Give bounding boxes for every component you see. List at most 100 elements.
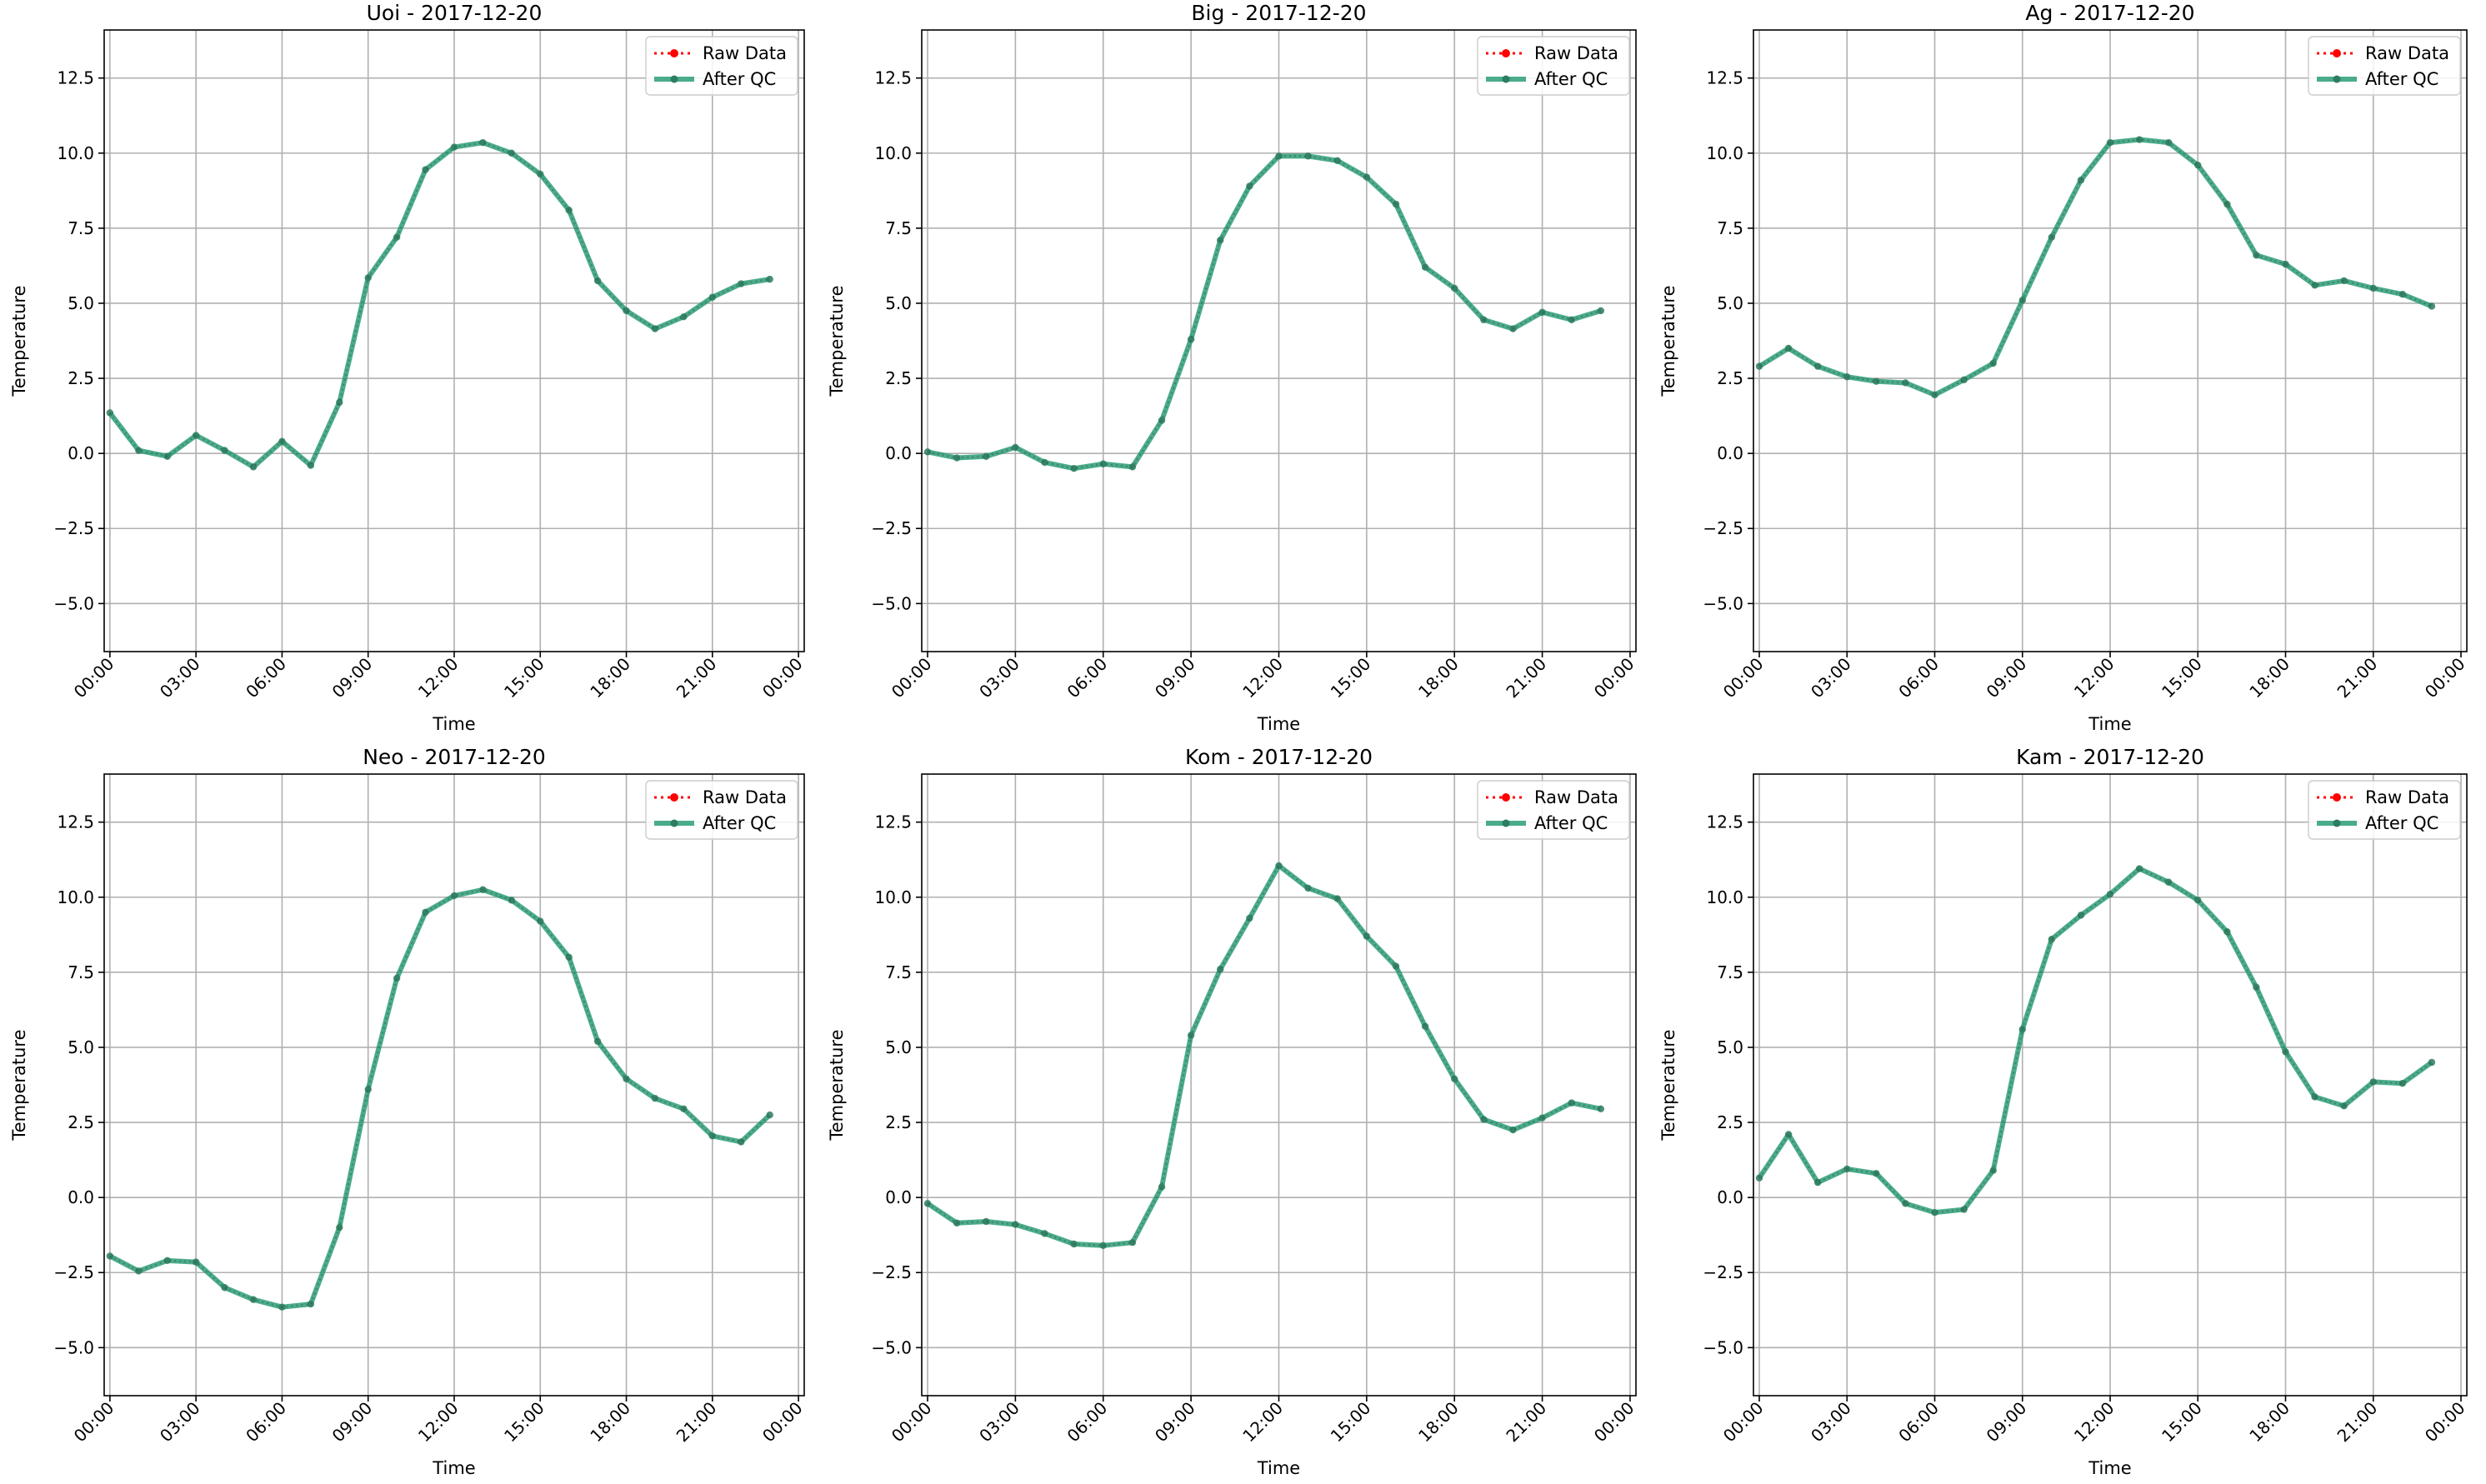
y-tick-label: −5.0 bbox=[871, 593, 912, 613]
y-tick-label: 2.5 bbox=[1717, 368, 1743, 388]
data-point-after-qc bbox=[953, 1219, 961, 1227]
x-tick-label: 00:00 bbox=[758, 1398, 807, 1447]
data-point-after-qc bbox=[106, 409, 114, 417]
y-tick-label: −5.0 bbox=[1703, 593, 1743, 613]
data-point-after-qc bbox=[1333, 895, 1341, 902]
data-point-after-qc bbox=[479, 138, 487, 147]
x-tick-label: 18:00 bbox=[1414, 1398, 1463, 1447]
panel-4: −5.0 −2.5 0.0 2.5 5.0 7.5 10.0 12.5 00:00 03:00 06… bbox=[9, 745, 807, 1478]
data-point-after-qc bbox=[508, 897, 516, 904]
data-point-after-qc bbox=[1217, 237, 1224, 244]
y-tick-label: −5.0 bbox=[1703, 1337, 1743, 1357]
x-tick-label: 12:00 bbox=[1238, 654, 1287, 702]
y-tick-label: 10.0 bbox=[1706, 143, 1743, 163]
data-point-after-qc bbox=[1128, 1239, 1137, 1247]
data-point-after-qc bbox=[163, 1257, 171, 1265]
data-point-after-qc bbox=[135, 1267, 143, 1275]
x-tick-label: 21:00 bbox=[2333, 1398, 2382, 1447]
data-point-after-qc bbox=[1989, 1167, 1997, 1174]
y-tick-label: 7.5 bbox=[1717, 218, 1743, 238]
x-tick-label: 09:00 bbox=[1151, 654, 1199, 702]
y-tick-label: 0.0 bbox=[1717, 443, 1743, 463]
data-point-after-qc bbox=[2077, 912, 2085, 919]
y-tick-label: −2.5 bbox=[871, 1262, 912, 1282]
data-point-after-qc bbox=[1012, 1221, 1019, 1228]
legend-label-after-qc: After QC bbox=[703, 813, 776, 833]
legend: Raw Data After QC bbox=[645, 36, 798, 96]
data-point-after-qc bbox=[393, 233, 401, 241]
x-axis-label: Time bbox=[1257, 1458, 1300, 1478]
data-point-after-qc bbox=[1187, 1032, 1195, 1039]
data-point-after-qc bbox=[2048, 936, 2056, 943]
y-tick-label: 12.5 bbox=[874, 68, 912, 88]
legend-marker-after-qc bbox=[2333, 819, 2341, 827]
data-point-after-qc bbox=[2135, 136, 2143, 143]
x-tick-label: 18:00 bbox=[586, 654, 634, 702]
data-point-after-qc bbox=[1597, 307, 1605, 315]
series-line-after-qc bbox=[108, 887, 772, 1310]
x-tick-label: 06:00 bbox=[1063, 654, 1112, 702]
chart-title: Big - 2017-12-20 bbox=[1191, 1, 1366, 25]
legend: Raw Data After QC bbox=[645, 780, 798, 840]
data-point-after-qc bbox=[1509, 325, 1517, 332]
data-point-after-qc bbox=[2164, 878, 2173, 886]
data-point-after-qc bbox=[708, 293, 717, 301]
legend-label-after-qc: After QC bbox=[2365, 69, 2438, 89]
data-point-after-qc bbox=[1784, 344, 1793, 352]
x-tick-label: 21:00 bbox=[673, 654, 721, 702]
data-point-after-qc bbox=[766, 275, 773, 283]
series-line-raw-data bbox=[1758, 867, 2433, 1214]
x-tick-label: 09:00 bbox=[1151, 1398, 1199, 1447]
legend-label-after-qc: After QC bbox=[703, 69, 776, 89]
x-tick-label: 09:00 bbox=[1983, 654, 2031, 702]
data-point-after-qc bbox=[1392, 962, 1400, 970]
x-tick-label: 03:00 bbox=[975, 1398, 1023, 1447]
y-tick-label: −5.0 bbox=[53, 1337, 94, 1357]
y-tick-label: 0.0 bbox=[68, 443, 94, 463]
x-tick-label: 12:00 bbox=[2070, 1398, 2118, 1447]
data-point-after-qc bbox=[479, 886, 487, 893]
legend-marker-after-qc bbox=[670, 75, 678, 83]
data-point-after-qc bbox=[307, 462, 315, 469]
data-point-after-qc bbox=[192, 1258, 200, 1266]
data-point-after-qc bbox=[1421, 1022, 1429, 1030]
data-point-after-qc bbox=[2164, 138, 2173, 147]
y-tick-label: 7.5 bbox=[885, 218, 912, 238]
y-tick-label: 5.0 bbox=[1717, 293, 1743, 313]
series-line-raw-data bbox=[927, 864, 1602, 1247]
legend-marker-after-qc bbox=[2333, 75, 2341, 83]
panel-3: −5.0 −2.5 0.0 2.5 5.0 7.5 10.0 12.5 00:00 03:00 06… bbox=[1658, 1, 2469, 734]
chart-title: Uoi - 2017-12-20 bbox=[367, 1, 543, 25]
legend: Raw Data After QC bbox=[2308, 780, 2461, 840]
y-tick-label: −5.0 bbox=[871, 1337, 912, 1357]
y-axis-label: Temperature bbox=[827, 1029, 847, 1141]
y-axis-label: Temperature bbox=[1658, 1029, 1678, 1141]
x-tick-label: 03:00 bbox=[1807, 654, 1855, 702]
panel-5: −5.0 −2.5 0.0 2.5 5.0 7.5 10.0 12.5 00:00 03:00 06… bbox=[827, 745, 1638, 1478]
data-point-after-qc bbox=[2398, 1079, 2407, 1087]
legend-label-after-qc: After QC bbox=[1534, 813, 1608, 833]
data-point-after-qc bbox=[1392, 200, 1400, 208]
data-point-after-qc bbox=[1304, 152, 1312, 160]
data-point-after-qc bbox=[1275, 862, 1283, 870]
x-tick-label: 00:00 bbox=[1590, 1398, 1638, 1447]
data-point-after-qc bbox=[1813, 362, 1822, 370]
data-point-after-qc bbox=[2282, 1048, 2289, 1056]
data-point-after-qc bbox=[1333, 157, 1341, 164]
y-axis-label: Temperature bbox=[9, 1029, 29, 1141]
y-tick-label: −2.5 bbox=[53, 1262, 94, 1282]
data-point-after-qc bbox=[1246, 182, 1253, 190]
data-point-after-qc bbox=[1931, 1208, 1938, 1217]
data-point-after-qc bbox=[1128, 463, 1137, 471]
x-tick-label: 15:00 bbox=[2158, 654, 2206, 702]
data-point-after-qc bbox=[508, 149, 516, 157]
data-point-after-qc bbox=[2106, 890, 2114, 898]
data-point-after-qc bbox=[1041, 458, 1048, 467]
x-tick-label: 18:00 bbox=[586, 1398, 634, 1447]
data-point-after-qc bbox=[2077, 176, 2085, 184]
y-tick-label: 5.0 bbox=[68, 293, 94, 313]
data-point-after-qc bbox=[221, 447, 228, 454]
data-point-after-qc bbox=[1246, 914, 1253, 922]
y-tick-label: 10.0 bbox=[1706, 887, 1743, 907]
